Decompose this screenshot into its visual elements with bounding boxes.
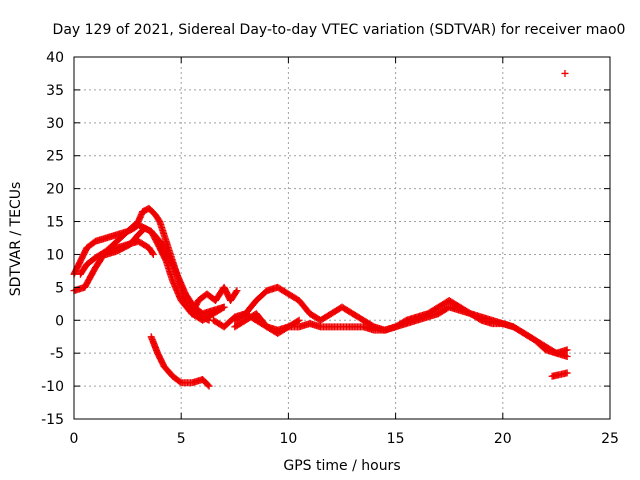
grid bbox=[74, 57, 610, 419]
chart-title: Day 129 of 2021, Sidereal Day-to-day VTE… bbox=[53, 22, 626, 38]
data-point bbox=[204, 381, 212, 389]
y-tick-label: 0 bbox=[55, 313, 64, 329]
y-tick-label: 5 bbox=[55, 280, 64, 296]
x-tick-label: 10 bbox=[279, 431, 297, 447]
x-tick-label: 5 bbox=[177, 431, 186, 447]
data-point bbox=[294, 317, 302, 325]
x-tick-label: 20 bbox=[494, 431, 512, 447]
y-tick-label: 40 bbox=[46, 50, 64, 66]
x-axis-label: GPS time / hours bbox=[283, 458, 400, 474]
y-tick-labels: -15 -10 -5 0 5 10 15 20 25 30 35 40 bbox=[41, 50, 64, 428]
series-track-e bbox=[188, 283, 241, 318]
data-point bbox=[563, 369, 571, 377]
y-axis-label: SDTVAR / TECUs bbox=[8, 182, 24, 297]
data-point bbox=[232, 288, 240, 296]
data-point bbox=[563, 352, 571, 360]
series-track-i bbox=[147, 333, 213, 390]
x-tick-labels: 0 5 10 15 20 25 bbox=[70, 431, 619, 447]
y-tick-label: 35 bbox=[46, 83, 64, 99]
data-point bbox=[295, 316, 303, 324]
data-point bbox=[233, 287, 241, 295]
data-point bbox=[561, 69, 569, 77]
data-point bbox=[148, 249, 156, 257]
x-tick-label: 25 bbox=[601, 431, 619, 447]
data-point bbox=[205, 382, 213, 390]
y-tick-label: 20 bbox=[46, 182, 64, 198]
y-tick-label: -5 bbox=[50, 346, 64, 362]
data-point bbox=[219, 304, 227, 312]
y-tick-label: 15 bbox=[46, 215, 64, 231]
plot-frame bbox=[73, 56, 611, 420]
y-tick-label: -10 bbox=[41, 379, 64, 395]
series-outlier bbox=[561, 69, 569, 77]
series-track-g bbox=[231, 283, 571, 357]
y-tick-label: 10 bbox=[46, 247, 64, 263]
data-point bbox=[563, 346, 571, 354]
y-tick-label: 25 bbox=[46, 149, 64, 165]
series-track-j bbox=[548, 369, 571, 380]
y-tick-label: -15 bbox=[41, 412, 64, 428]
series-track-h bbox=[231, 310, 303, 337]
data-point bbox=[149, 250, 157, 258]
data-point bbox=[220, 303, 228, 311]
x-tick-label: 0 bbox=[70, 431, 79, 447]
data-marks bbox=[70, 69, 571, 390]
y-tick-label: 30 bbox=[46, 116, 64, 132]
x-tick-label: 15 bbox=[387, 431, 405, 447]
axis-ticks bbox=[73, 56, 611, 420]
